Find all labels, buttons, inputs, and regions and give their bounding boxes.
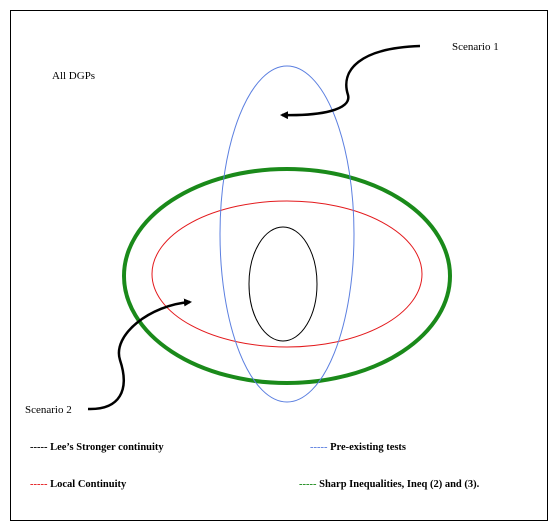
legend-item: ----- Sharp Inequalities, Ineq (2) and (… — [299, 479, 480, 490]
legend-dash: ----- — [30, 442, 48, 453]
legend-label: Local Continuity — [50, 479, 127, 490]
scenario-1-label: Scenario 1 — [452, 41, 499, 53]
lee-continuity-set — [248, 226, 318, 342]
sharp-inequalities-set — [122, 167, 452, 385]
pre-existing-tests-set — [219, 65, 355, 403]
arrow-scenario-2 — [87, 298, 192, 411]
arrow-scenario-1 — [280, 44, 421, 120]
scenario-2-label: Scenario 2 — [25, 404, 72, 416]
legend-item: ----- Local Continuity — [30, 479, 127, 490]
legend-label: Sharp Inequalities, Ineq (2) and (3). — [319, 479, 480, 490]
legend-label: Pre-existing tests — [330, 442, 406, 453]
legend-item: ----- Lee’s Stronger continuity — [30, 442, 164, 453]
all-dgps-label: All DGPs — [52, 70, 95, 82]
legend-dash: ----- — [310, 442, 328, 453]
legend-item: ----- Pre-existing tests — [310, 442, 406, 453]
local-continuity-set — [151, 200, 423, 348]
legend-dash: ----- — [30, 479, 48, 490]
legend-dash: ----- — [299, 479, 317, 490]
frame — [10, 10, 548, 521]
legend-label: Lee’s Stronger continuity — [50, 442, 164, 453]
